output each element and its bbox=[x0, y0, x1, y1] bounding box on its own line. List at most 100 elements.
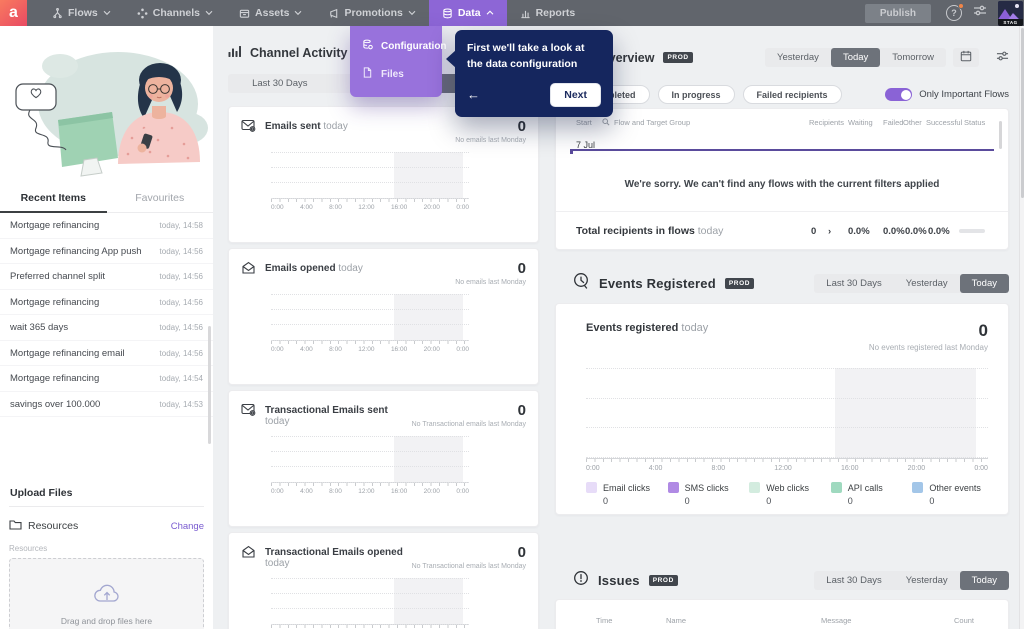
tab-yesterday[interactable]: Yesterday bbox=[777, 52, 819, 63]
legend-item: Web clicks 0 bbox=[749, 482, 831, 506]
recent-items-list: Mortgage refinancing today, 14:58 Mortga… bbox=[0, 213, 213, 417]
tab-last-30-days[interactable]: Last 30 Days bbox=[252, 78, 308, 89]
metric-value: 0 bbox=[517, 544, 526, 561]
tab-tomorrow[interactable]: Tomorrow bbox=[892, 52, 934, 63]
recent-item-time: today, 14:56 bbox=[159, 323, 203, 332]
recent-item-row[interactable]: Mortgage refinancing email today, 14:56 bbox=[0, 341, 213, 366]
tab-yesterday[interactable]: Yesterday bbox=[905, 277, 948, 289]
recent-item-name: Mortgage refinancing bbox=[10, 296, 100, 308]
file-dropzone[interactable]: Drag and drop files here or click to bro… bbox=[9, 558, 204, 629]
nav-item-flows[interactable]: Flows bbox=[39, 0, 124, 26]
top-navbar: a Flows Channels Assets Promotions Data bbox=[0, 0, 1024, 26]
menu-item-configuration[interactable]: Configuration bbox=[350, 32, 447, 60]
nav-item-assets[interactable]: Assets bbox=[226, 0, 315, 26]
tab-yesterday[interactable]: Yesterday bbox=[905, 575, 948, 586]
issues-title: Issues bbox=[598, 573, 640, 588]
nav-item-data[interactable]: Data bbox=[428, 0, 507, 26]
prod-badge: PROD bbox=[648, 575, 678, 586]
x-axis bbox=[271, 340, 469, 344]
col-start: Start bbox=[576, 118, 592, 127]
channels-icon bbox=[137, 8, 148, 19]
tab-favourites[interactable]: Favourites bbox=[135, 192, 185, 204]
calendar-button[interactable] bbox=[953, 48, 979, 67]
tab-today[interactable]: Today bbox=[959, 571, 1009, 590]
notification-dot bbox=[958, 3, 964, 9]
events-note: No events registered last Monday bbox=[868, 343, 988, 352]
help-icon[interactable]: ? bbox=[946, 3, 964, 21]
future-time-shade bbox=[393, 436, 464, 482]
chevron-down-icon bbox=[408, 10, 416, 16]
table-scrollbar[interactable] bbox=[999, 121, 1002, 149]
tooltip-message: First we'll take a look at the data conf… bbox=[467, 42, 585, 70]
woman-laptop-illustration bbox=[15, 52, 208, 177]
tab-today[interactable]: Today bbox=[959, 273, 1009, 293]
scrollbar-thumb[interactable] bbox=[1021, 28, 1024, 198]
legend-swatch bbox=[586, 482, 597, 493]
toggle-label: Only Important Flows bbox=[919, 89, 1009, 100]
list-scrollbar[interactable] bbox=[208, 326, 211, 444]
settings-sliders-icon[interactable] bbox=[973, 4, 987, 22]
left-sidebar: Recent Items Favourites Mortgage refinan… bbox=[0, 26, 213, 629]
next-button[interactable]: Next bbox=[550, 82, 601, 107]
main-nav: Flows Channels Assets Promotions Data Re… bbox=[39, 0, 588, 26]
page-scrollbar[interactable] bbox=[1019, 26, 1024, 629]
flows-table-header: Start Flow and Target Group Recipients W… bbox=[556, 109, 1008, 135]
events-legend: Email clicks 0 SMS clicks 0 Web clicks 0… bbox=[556, 472, 1008, 506]
legend-swatch bbox=[749, 482, 761, 493]
total-recipients-row: Total recipients in flows today 0 › 0.0%… bbox=[556, 211, 1008, 249]
reports-icon bbox=[520, 8, 531, 19]
tab-recent-items[interactable]: Recent Items bbox=[0, 184, 107, 213]
recent-item-time: today, 14:56 bbox=[159, 272, 203, 281]
col-waiting: Waiting bbox=[848, 118, 873, 127]
avatar[interactable]: STAG bbox=[998, 0, 1023, 26]
nav-item-promotions[interactable]: Promotions bbox=[315, 0, 428, 26]
tab-last-30-days[interactable]: Last 30 Days bbox=[826, 575, 882, 586]
filter-pill-failed-recipients[interactable]: Failed recipients bbox=[742, 85, 842, 104]
col-status: Status bbox=[964, 118, 986, 127]
back-arrow-icon[interactable]: ← bbox=[467, 87, 480, 102]
prod-badge: PROD bbox=[724, 277, 755, 289]
only-important-flows-toggle[interactable] bbox=[885, 88, 913, 101]
change-folder-link[interactable]: Change bbox=[170, 520, 204, 532]
failed-percent: 0.0% bbox=[883, 226, 905, 237]
tab-last-30-days[interactable]: Last 30 Days bbox=[826, 277, 882, 289]
legend-swatch bbox=[912, 482, 924, 493]
data-dropdown-menu: Configuration Files bbox=[350, 26, 447, 97]
recent-item-row[interactable]: savings over 100.000 today, 14:53 bbox=[0, 392, 213, 417]
recent-item-row[interactable]: Mortgage refinancing today, 14:54 bbox=[0, 366, 213, 392]
successful-percent: 0.0% bbox=[928, 226, 950, 237]
app-logo[interactable]: a bbox=[0, 0, 27, 26]
events-registered-tabs: Last 30 Days Yesterday Today bbox=[814, 273, 1009, 293]
issues-table-header: Time Name Message Count bbox=[556, 600, 1008, 629]
flows-filter-row: Completed In progress Failed recipients … bbox=[555, 85, 1009, 104]
recent-item-row[interactable]: Mortgage refinancing today, 14:58 bbox=[0, 213, 213, 239]
filter-sliders-icon[interactable] bbox=[996, 49, 1009, 67]
metric-value: 0 bbox=[517, 402, 526, 419]
nav-item-channels[interactable]: Channels bbox=[124, 0, 226, 26]
legend-item: Email clicks 0 bbox=[586, 482, 668, 506]
search-icon[interactable] bbox=[602, 118, 610, 128]
filter-pill-in-progress[interactable]: In progress bbox=[657, 85, 735, 104]
legend-item: SMS clicks 0 bbox=[667, 482, 750, 506]
recent-item-row[interactable]: Mortgage refinancing today, 14:56 bbox=[0, 290, 213, 315]
legend-value: 0 bbox=[929, 496, 935, 506]
metric-note: No emails last Monday bbox=[455, 279, 526, 286]
chart-title: Transactional Emails opened bbox=[265, 547, 403, 558]
recent-item-row[interactable]: wait 365 days today, 14:56 bbox=[0, 315, 213, 341]
recent-item-row[interactable]: Preferred channel split today, 14:56 bbox=[0, 264, 213, 290]
event-register-icon bbox=[573, 272, 590, 294]
tab-today[interactable]: Today bbox=[830, 48, 881, 67]
dropzone-text: Drag and drop files here bbox=[60, 616, 153, 626]
col-other: Other bbox=[903, 118, 922, 127]
menu-item-files[interactable]: Files bbox=[350, 60, 442, 88]
x-axis-labels: 0:00 4:00 8:00 12:00 16:00 20:00 0:00 bbox=[271, 204, 469, 211]
other-percent: 0.0% bbox=[905, 226, 927, 237]
chevron-down-icon bbox=[103, 10, 111, 16]
publish-button[interactable]: Publish bbox=[864, 3, 931, 23]
nav-item-reports[interactable]: Reports bbox=[507, 0, 589, 26]
flows-overview-table-card: Start Flow and Target Group Recipients W… bbox=[555, 108, 1009, 250]
flows-icon bbox=[52, 7, 63, 19]
recent-item-row[interactable]: Mortgage refinancing App push today, 14:… bbox=[0, 239, 213, 264]
chevron-right-icon[interactable]: › bbox=[828, 226, 832, 237]
